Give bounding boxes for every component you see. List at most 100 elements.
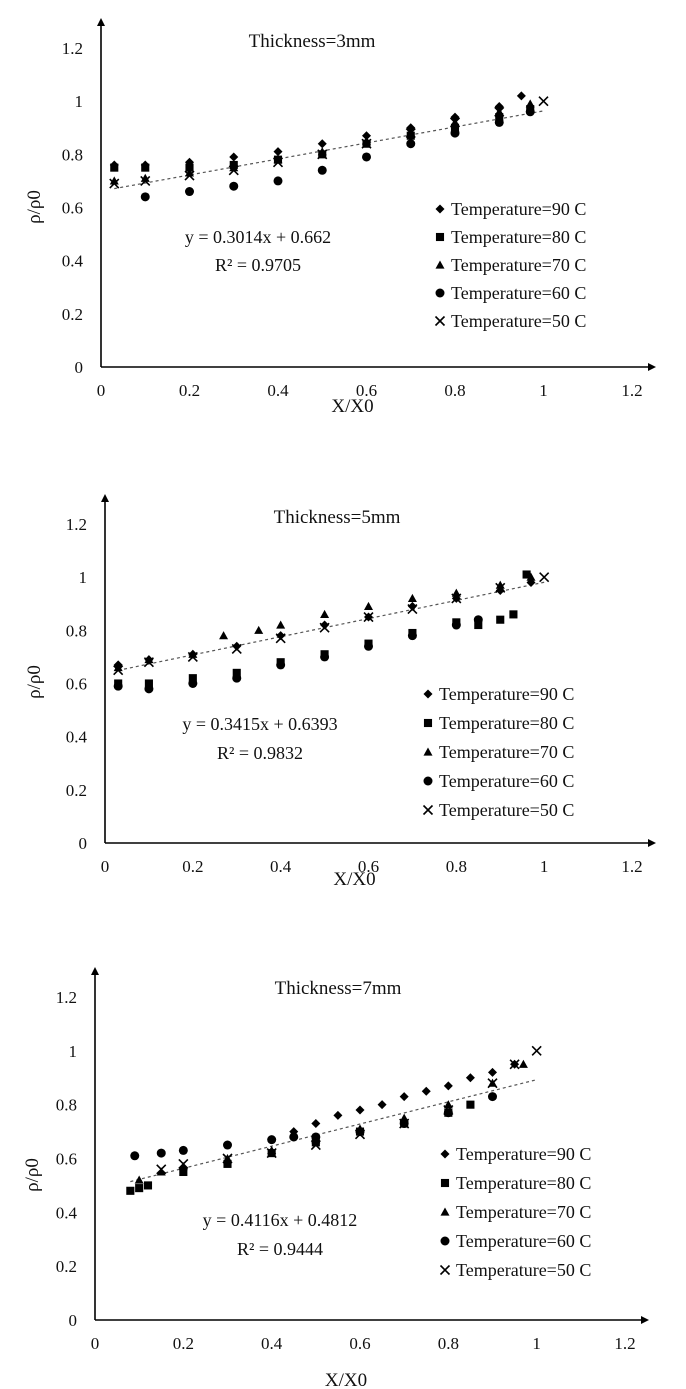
x-tick-label: 0	[97, 381, 106, 400]
data-point	[495, 113, 504, 122]
data-point	[272, 157, 284, 168]
legend-label: Temperature=60 C	[451, 283, 586, 303]
data-point	[518, 1059, 528, 1068]
y-axis-label: ρ/ρ0	[24, 190, 45, 224]
data-point	[531, 1045, 542, 1056]
series-cross	[113, 572, 550, 676]
y-tick-label: 0.8	[66, 621, 87, 640]
data-point	[144, 679, 153, 688]
data-point	[229, 163, 239, 172]
data-point	[539, 572, 550, 583]
series-circle	[113, 615, 483, 694]
data-point	[487, 1078, 498, 1089]
data-point	[364, 641, 373, 651]
legend-marker-square	[423, 718, 433, 728]
data-point	[466, 1100, 475, 1109]
data-point	[184, 170, 195, 181]
x-tick-label: 0.4	[267, 381, 289, 400]
data-point	[407, 593, 417, 603]
legend: Temperature=90 C Temperature=80 C Temperat…	[439, 1144, 591, 1280]
data-point	[254, 625, 264, 634]
data-point	[185, 168, 194, 177]
legend-item: Temperature=70 C	[440, 1202, 591, 1222]
data-point	[399, 1092, 409, 1102]
legend-marker-cross	[439, 1264, 451, 1276]
y-tick-label: 0	[79, 834, 88, 853]
data-point	[126, 1186, 135, 1195]
data-point	[443, 1081, 453, 1091]
data-point	[525, 107, 535, 117]
y-tick-label: 1.2	[66, 515, 87, 534]
data-point	[473, 615, 483, 625]
data-point	[229, 181, 239, 191]
data-point	[219, 631, 229, 640]
legend-item: Temperature=60 C	[435, 283, 586, 303]
y-tick-label: 0.6	[62, 199, 83, 218]
x-axis-label: X/X0	[331, 396, 373, 417]
series-cross	[156, 1045, 542, 1175]
legend-label: Temperature=70 C	[451, 255, 586, 275]
data-point	[488, 1067, 497, 1077]
y-tick-label: 1.2	[62, 39, 83, 58]
legend-item: Temperature=80 C	[440, 1173, 591, 1193]
data-point	[443, 1100, 453, 1109]
legend-marker-triangle	[435, 260, 445, 269]
x-tick-label: 1.2	[621, 857, 642, 876]
data-point	[451, 593, 462, 604]
chart-title: Thickness=5mm	[274, 507, 401, 528]
data-point	[494, 117, 504, 127]
x-tick-label: 1	[532, 1334, 541, 1353]
data-point	[140, 192, 150, 202]
data-point	[406, 139, 416, 149]
legend-item: Temperature=50 C	[434, 311, 586, 331]
data-point	[188, 679, 198, 688]
data-point	[362, 152, 371, 162]
series-diamond	[289, 1059, 520, 1137]
x-tick-label: 1.2	[621, 381, 642, 400]
legend-marker-square	[435, 232, 445, 242]
data-point	[232, 641, 242, 651]
data-point	[231, 643, 242, 655]
data-point	[156, 1167, 166, 1176]
y-axis-label: ρ/ρ0	[22, 1158, 43, 1192]
series-triangle	[113, 572, 536, 672]
data-point	[362, 136, 371, 145]
legend-label: Temperature=90 C	[456, 1144, 591, 1164]
legend-item: Temperature=60 C	[440, 1231, 591, 1251]
legend-label: Temperature=50 C	[451, 311, 586, 331]
data-point	[310, 1139, 321, 1151]
legend-item: Temperature=80 C	[423, 713, 574, 733]
data-point	[449, 117, 461, 128]
x-tick-label: 1.2	[614, 1334, 635, 1353]
data-point	[474, 620, 483, 630]
data-point	[222, 1153, 233, 1164]
series-cross	[109, 96, 549, 189]
y-tick-label: 1	[69, 1042, 78, 1061]
legend-marker-diamond	[423, 689, 433, 699]
legend-label: Temperature=70 C	[456, 1202, 591, 1222]
data-point	[178, 1158, 189, 1169]
legend-label: Temperature=90 C	[439, 684, 574, 704]
data-point	[317, 147, 327, 156]
data-point	[113, 681, 123, 691]
legend-marker-cross	[422, 804, 434, 816]
data-point	[509, 1059, 520, 1070]
legend-label: Temperature=50 C	[439, 800, 574, 820]
data-point	[311, 1119, 321, 1129]
y-tick-label: 0.8	[56, 1096, 77, 1115]
x-tick-label: 0.8	[444, 381, 465, 400]
legend: Temperature=90 C Temperature=80 C Temperat…	[434, 199, 586, 331]
data-point	[361, 138, 372, 149]
data-point	[273, 147, 283, 157]
data-point	[140, 175, 151, 186]
x-tick-label: 0	[91, 1334, 100, 1353]
chart-title: Thickness=3mm	[249, 31, 376, 52]
legend-marker-diamond	[435, 204, 445, 214]
x-tick-label: 0.6	[358, 857, 379, 876]
legend-label: Temperature=80 C	[439, 713, 574, 733]
data-point	[320, 609, 330, 618]
legend-marker-triangle	[423, 747, 433, 756]
legend-marker-diamond	[440, 1149, 450, 1159]
data-point	[130, 1151, 140, 1161]
